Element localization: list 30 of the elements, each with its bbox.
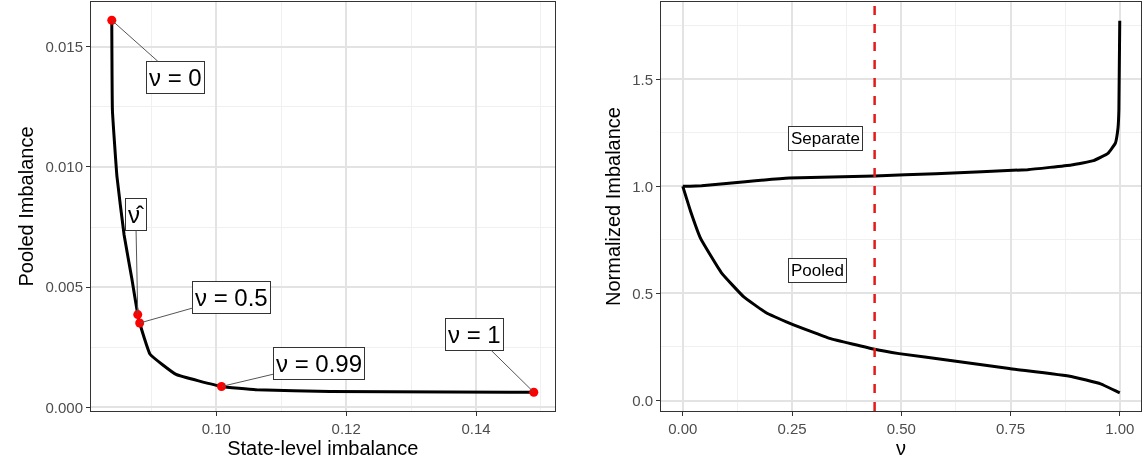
- y-tick-label: 0.0: [632, 391, 654, 409]
- x-axis-title: State-level imbalance: [227, 437, 419, 459]
- y-tick-label: 0.005: [45, 278, 83, 296]
- y-tick-label: 1.0: [632, 177, 654, 195]
- annotation: ν = 1: [448, 321, 501, 348]
- y-tick-label: 1.5: [632, 70, 654, 88]
- x-tick-label: 0.75: [995, 420, 1026, 437]
- series-label: Separate: [791, 129, 860, 148]
- y-axis-title: Pooled Imbalance: [14, 126, 37, 287]
- point: [107, 15, 117, 25]
- text: Pooled: [791, 261, 844, 280]
- y-tick-label: 0.000: [45, 398, 83, 416]
- x-tick-label: 0.12: [331, 420, 361, 437]
- y-tick-label: 0.015: [45, 37, 83, 55]
- x-tick-label: 0.25: [777, 420, 807, 437]
- point: [133, 310, 143, 320]
- x-tick-label: 0.10: [201, 420, 231, 437]
- x-tick-label: 0.14: [461, 420, 491, 437]
- annotation: ν = 0: [149, 64, 202, 91]
- x-tick-label: 0.00: [668, 420, 698, 437]
- y-tick-label: 0.010: [45, 158, 83, 176]
- y-axis-title: Normalized Imbalance: [601, 107, 624, 306]
- y-tick-label: 0.5: [632, 284, 654, 302]
- x-tick-label: 1.00: [1105, 420, 1135, 437]
- annotation: ν = 0.99: [276, 350, 363, 377]
- point: [217, 381, 226, 391]
- annotation: ν̂: [128, 201, 144, 228]
- x-axis-title: ν: [896, 437, 907, 459]
- annotation: ν = 0.5: [195, 284, 268, 311]
- x-tick-label: 0.50: [886, 420, 916, 437]
